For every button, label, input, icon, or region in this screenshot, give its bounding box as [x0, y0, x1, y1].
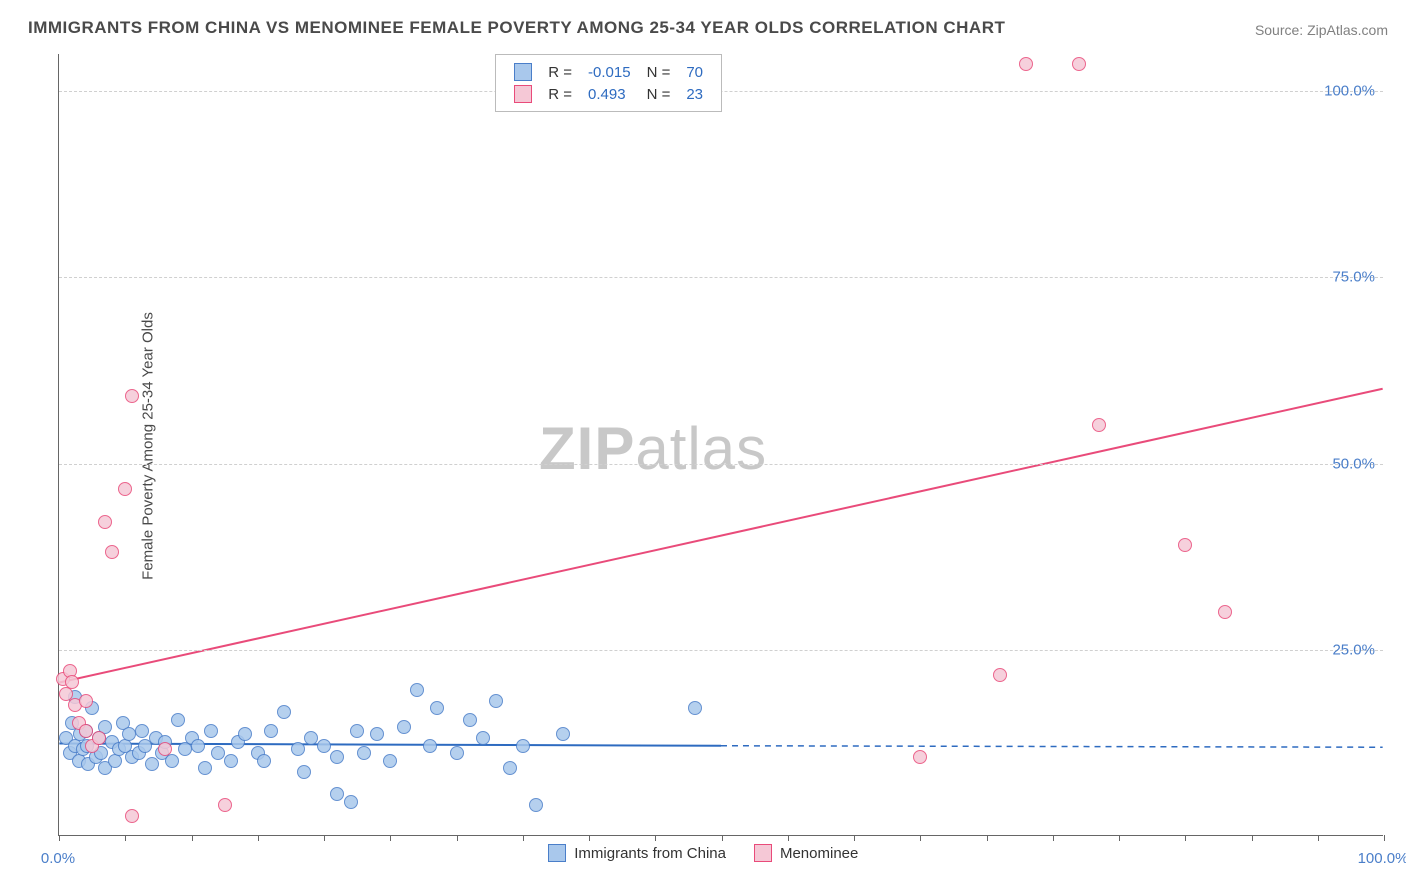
series-legend: Immigrants from China Menominee	[548, 844, 858, 862]
x-tick	[324, 835, 325, 841]
data-point	[423, 739, 437, 753]
data-point	[171, 713, 185, 727]
x-tick	[192, 835, 193, 841]
data-point	[516, 739, 530, 753]
y-tick-label: 25.0%	[1332, 641, 1375, 658]
data-point	[304, 731, 318, 745]
x-tick	[589, 835, 590, 841]
data-point	[264, 724, 278, 738]
x-tick	[59, 835, 60, 841]
x-tick	[457, 835, 458, 841]
data-point	[118, 482, 132, 496]
gridline	[59, 277, 1383, 278]
x-tick	[788, 835, 789, 841]
data-point	[224, 754, 238, 768]
y-tick-label: 75.0%	[1332, 269, 1375, 286]
data-point	[330, 787, 344, 801]
x-tick	[987, 835, 988, 841]
source-label: Source: ZipAtlas.com	[1255, 22, 1388, 38]
data-point	[993, 668, 1007, 682]
legend-swatch	[548, 844, 566, 862]
chart-title: IMMIGRANTS FROM CHINA VS MENOMINEE FEMAL…	[28, 18, 1005, 38]
x-tick-label: 100.0%	[1358, 850, 1406, 867]
data-point	[1218, 605, 1232, 619]
x-tick	[258, 835, 259, 841]
data-point	[476, 731, 490, 745]
scatter-plot: ZIPatlas 25.0% 50.0% 75.0% 100.0%	[58, 54, 1383, 836]
x-tick	[1318, 835, 1319, 841]
data-point	[317, 739, 331, 753]
legend-item: Immigrants from China	[548, 844, 726, 862]
data-point	[211, 746, 225, 760]
x-tick	[1185, 835, 1186, 841]
x-tick	[125, 835, 126, 841]
legend-item: Menominee	[754, 844, 858, 862]
data-point	[430, 701, 444, 715]
data-point	[257, 754, 271, 768]
x-tick	[1384, 835, 1385, 841]
data-point	[688, 701, 702, 715]
y-tick-label: 50.0%	[1332, 455, 1375, 472]
data-point	[397, 720, 411, 734]
x-tick	[1252, 835, 1253, 841]
x-tick	[390, 835, 391, 841]
data-point	[238, 727, 252, 741]
data-point	[1072, 57, 1086, 71]
data-point	[1092, 418, 1106, 432]
data-point	[105, 545, 119, 559]
data-point	[98, 515, 112, 529]
data-point	[1178, 538, 1192, 552]
data-point	[370, 727, 384, 741]
data-point	[489, 694, 503, 708]
watermark: ZIPatlas	[539, 414, 767, 483]
data-point	[198, 761, 212, 775]
x-tick	[722, 835, 723, 841]
data-point	[158, 742, 172, 756]
data-point	[277, 705, 291, 719]
data-point	[79, 694, 93, 708]
data-point	[350, 724, 364, 738]
data-point	[122, 727, 136, 741]
data-point	[297, 765, 311, 779]
data-point	[383, 754, 397, 768]
data-point	[913, 750, 927, 764]
data-point	[1019, 57, 1033, 71]
data-point	[125, 809, 139, 823]
x-tick	[523, 835, 524, 841]
legend-label: Menominee	[780, 845, 858, 862]
gridline	[59, 650, 1383, 651]
data-point	[344, 795, 358, 809]
data-point	[357, 746, 371, 760]
x-tick-label: 0.0%	[41, 850, 75, 867]
data-point	[65, 675, 79, 689]
data-point	[125, 389, 139, 403]
data-point	[92, 731, 106, 745]
data-point	[79, 724, 93, 738]
legend-table: R = -0.015 N = 70 R = 0.493 N = 23	[506, 61, 711, 105]
y-tick-label: 100.0%	[1324, 83, 1375, 100]
correlation-legend: R = -0.015 N = 70 R = 0.493 N = 23	[495, 54, 722, 112]
data-point	[191, 739, 205, 753]
data-point	[291, 742, 305, 756]
data-point	[463, 713, 477, 727]
data-point	[218, 798, 232, 812]
x-tick	[920, 835, 921, 841]
data-point	[450, 746, 464, 760]
data-point	[145, 757, 159, 771]
data-point	[204, 724, 218, 738]
data-point	[529, 798, 543, 812]
x-tick	[854, 835, 855, 841]
data-point	[135, 724, 149, 738]
x-tick	[655, 835, 656, 841]
x-tick	[1053, 835, 1054, 841]
data-point	[330, 750, 344, 764]
data-point	[556, 727, 570, 741]
gridline	[59, 464, 1383, 465]
legend-label: Immigrants from China	[574, 845, 726, 862]
data-point	[410, 683, 424, 697]
x-tick	[1119, 835, 1120, 841]
trend-lines	[59, 54, 1383, 835]
legend-swatch	[754, 844, 772, 862]
data-point	[503, 761, 517, 775]
